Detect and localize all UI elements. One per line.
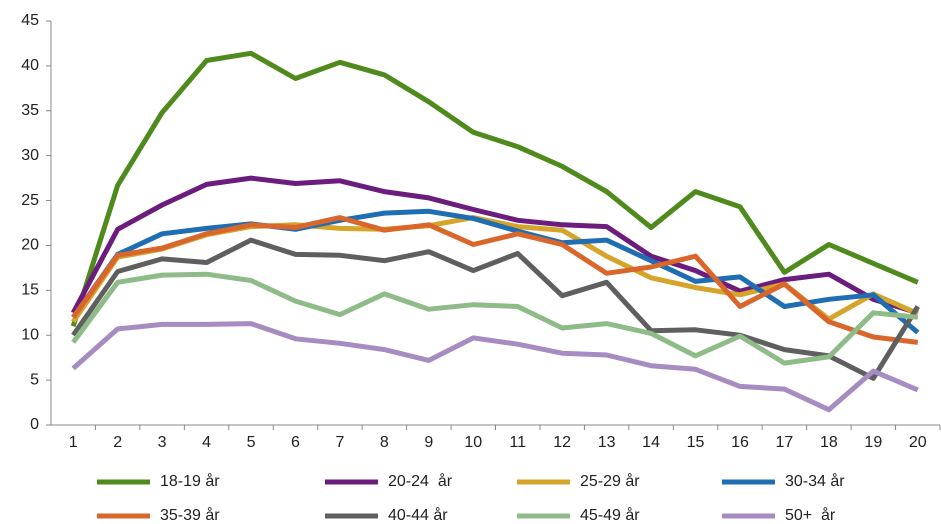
- y-tick-label: 25: [21, 192, 39, 209]
- x-tick-label: 13: [598, 434, 616, 451]
- x-tick-label: 17: [776, 434, 794, 451]
- x-tick-label: 15: [687, 434, 705, 451]
- legend-label: 20-24 år: [388, 472, 453, 490]
- x-tick-label: 6: [291, 434, 300, 451]
- y-tick-label: 45: [21, 12, 39, 29]
- x-tick-label: 16: [731, 434, 749, 451]
- x-tick-label: 10: [464, 434, 482, 451]
- y-tick-label: 30: [21, 147, 39, 164]
- x-tick-label: 2: [113, 434, 122, 451]
- x-tick-label: 7: [335, 434, 344, 451]
- y-tick-label: 40: [21, 57, 39, 74]
- x-tick-label: 20: [909, 434, 927, 451]
- series-line: [70, 50, 919, 327]
- series-line: [71, 215, 919, 345]
- x-tick-label: 14: [642, 434, 660, 451]
- x-tick-label: 11: [509, 434, 526, 451]
- x-tick-label: 19: [864, 434, 882, 451]
- legend-label: 35-39 år: [160, 506, 220, 524]
- legend-label: 25-29 år: [580, 472, 640, 490]
- series-line: [71, 321, 919, 413]
- x-tick-label: 5: [247, 434, 256, 451]
- y-tick-label: 10: [21, 326, 39, 343]
- legend-label: 50+ år: [785, 506, 836, 524]
- legend-label: 40-44 år: [388, 506, 448, 524]
- y-tick-label: 20: [21, 237, 39, 254]
- x-tick-label: 8: [380, 434, 389, 451]
- x-tick-label: 12: [553, 434, 571, 451]
- x-tick-label: 1: [69, 434, 78, 451]
- legend-label: 18-19 år: [160, 472, 220, 490]
- x-tick-label: 9: [424, 434, 433, 451]
- y-tick-label: 15: [21, 282, 39, 299]
- y-tick-label: 5: [30, 371, 39, 388]
- x-tick-label: 18: [820, 434, 838, 451]
- series-line: [70, 175, 919, 316]
- series-line: [71, 271, 919, 366]
- x-tick-label: 4: [202, 434, 211, 451]
- series-line: [71, 208, 920, 335]
- y-tick-label: 35: [21, 102, 39, 119]
- x-tick-label: 3: [158, 434, 167, 451]
- y-tick-label: 0: [30, 416, 39, 433]
- legend-label: 30-34 år: [785, 472, 845, 490]
- legend-label: 45-49 år: [580, 506, 640, 524]
- series-line: [71, 237, 920, 381]
